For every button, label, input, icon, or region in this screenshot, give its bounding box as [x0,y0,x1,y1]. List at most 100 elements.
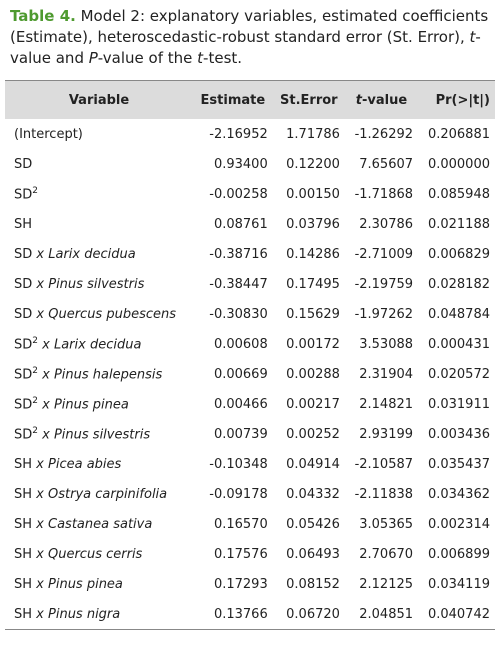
value-cell: 2.93199 [359,426,414,442]
text-part: SH [14,486,37,502]
value-cell: 0.085948 [427,186,490,202]
text-part: Variable [68,92,130,108]
text-part: SD [14,156,33,172]
value-cell: 0.17495 [286,276,340,292]
text-part: Estimate [200,92,266,108]
table-row: SD2 x Pinus pinea 0.00466 0.00217 2.14821 0.… [5,389,495,419]
variable-cell: SH x Picea abies [5,449,193,479]
value-cell: 0.05426 [286,516,340,532]
value-cell: 0.034119 [427,576,490,592]
variable-cell: SD2 x Larix decidua [5,329,193,359]
text-part: t [355,92,362,108]
value-cell: 0.028182 [427,276,490,292]
text-part: x Pinus silvestris [42,427,151,443]
caption-label: Table 4. [10,7,76,25]
variable-cell: SH x Pinus pinea [5,569,193,599]
value-cell: 0.034362 [427,486,490,502]
value-cell: 7.65607 [359,156,414,172]
text-part: P [88,49,98,67]
table-row: (Intercept) -2.16952 1.71786 -1.26292 0.2068… [5,119,495,149]
value-cell: 0.206881 [427,126,490,142]
value-cell: 2.70670 [359,546,414,562]
text-part: x Pinus silvestris [36,276,145,292]
value-cell: -1.26292 [354,126,414,142]
header-row: Variable Estimate St.Error t-value Pr(>|t|) [5,80,495,120]
text-part: x Quercus pubescens [36,306,177,322]
column-header: Estimate [193,81,273,120]
column-header: t-value [345,81,418,120]
value-cell: 0.00466 [213,396,268,412]
text-part: SD [14,397,33,413]
text-part: -test. [203,49,243,67]
text-part: SD [14,276,37,292]
value-cell: 0.00739 [213,426,268,442]
text-part: SH [14,216,33,232]
value-cell: 0.00172 [286,336,340,352]
variable-cell: SD x Pinus silvestris [5,269,193,299]
text-part: x Pinus nigra [36,606,121,622]
text-part: (Intercept) [14,126,83,142]
column-header: St.Error [273,81,345,120]
table-row: SH x Pinus pinea 0.17293 0.08152 2.12125 0.0… [5,569,495,599]
value-cell: 0.13766 [213,606,268,622]
value-cell: -2.11838 [354,486,414,502]
variable-cell: SH [5,209,193,239]
text-part: SH [14,576,37,592]
table-header: Variable Estimate St.Error t-value Pr(>|t|) [5,80,495,120]
value-cell: 0.08761 [213,216,268,232]
value-cell: -2.16952 [209,126,268,142]
table-row: SD x Pinus silvestris -0.38447 0.17495 -2.1… [5,269,495,299]
text-part: x Quercus cerris [36,546,143,562]
text-part: SD [14,306,37,322]
text-part: x Pinus pinea [36,576,123,592]
value-cell: -0.00258 [209,186,268,202]
column-header: Pr(>|t|) [418,81,495,120]
table-row: SD2 x Pinus halepensis 0.00669 0.00288 2.31… [5,359,495,389]
value-cell: -1.97262 [354,306,414,322]
table: Variable Estimate St.Error t-value Pr(>|t|) … [5,80,495,630]
text-part: SD [14,367,33,383]
value-cell: -1.71868 [354,186,414,202]
page: Table 4. Model 2: explanatory variables,… [0,6,500,648]
value-cell: 0.04914 [286,456,340,472]
value-cell: 0.000431 [427,336,490,352]
value-cell: 0.16570 [213,516,268,532]
value-cell: 2.04851 [359,606,414,622]
value-cell: 0.12200 [286,156,340,172]
variable-cell: SH x Ostrya carpinifolia [5,479,193,509]
value-cell: 0.00217 [286,396,340,412]
text-part: x Castanea sativa [36,516,153,532]
value-cell: 0.003436 [427,426,490,442]
value-cell: 0.14286 [286,246,340,262]
value-cell: 0.020572 [427,366,490,382]
text-part: SD [14,187,33,203]
value-cell: 1.71786 [286,126,340,142]
text-part: 2 [32,335,38,346]
variable-cell: SD x Quercus pubescens [5,299,193,329]
value-cell: 0.002314 [427,516,490,532]
text-part: Pr(>|t|) [435,92,490,108]
variable-cell: SH x Pinus nigra [5,599,193,630]
value-cell: 2.12125 [359,576,414,592]
value-cell: 0.03796 [286,216,340,232]
value-cell: 0.08152 [286,576,340,592]
value-cell: 0.006829 [427,246,490,262]
value-cell: 0.035437 [427,456,490,472]
value-cell: 0.17293 [213,576,268,592]
value-cell: -0.30830 [209,306,268,322]
text-part: t [197,49,204,67]
table-row: SD x Quercus pubescens -0.30830 0.15629 -1.… [5,299,495,329]
variable-cell: SD2 x Pinus silvestris [5,419,193,449]
text-part: SH [14,606,37,622]
text-part: -value and [10,28,481,67]
text-part: x Larix decidua [36,246,136,262]
value-cell: 2.31904 [359,366,414,382]
value-cell: 0.00669 [213,366,268,382]
variable-cell: SH x Quercus cerris [5,539,193,569]
variable-cell: SD2 x Pinus halepensis [5,359,193,389]
value-cell: 0.04332 [286,486,340,502]
text-part: x Ostrya carpinifolia [36,486,168,502]
table-row: SH x Castanea sativa 0.16570 0.05426 3.0536… [5,509,495,539]
text-part: SH [14,516,37,532]
text-part: x Picea abies [36,456,122,472]
